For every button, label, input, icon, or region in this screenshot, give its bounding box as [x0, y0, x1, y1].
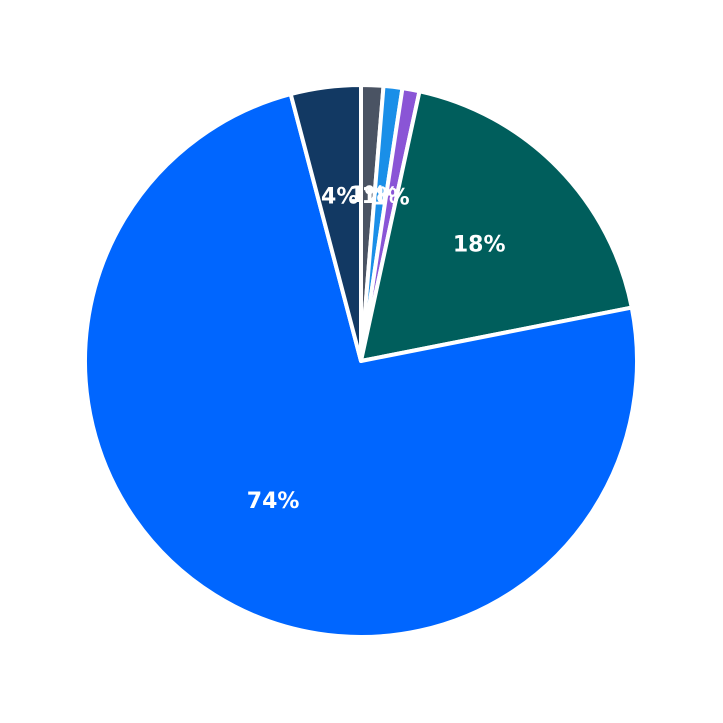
pie-slice-label-5: 74%: [247, 489, 300, 514]
pie-slices: [83, 83, 639, 639]
pie-labels: 1%1%1% 18% 74% 4%: [247, 183, 506, 514]
pie-slice-label-4: 18%: [453, 233, 506, 258]
pie-slice-4: [359, 89, 634, 363]
pie-slice-label-3: 1%: [372, 186, 409, 211]
pie-slice-6: [288, 83, 363, 363]
pie-slice-label-1: 1%: [349, 183, 386, 208]
pie-slice-label-6: 4%: [321, 184, 358, 209]
pie-slice-5: [83, 92, 639, 639]
pie-slice-label-2: 1%: [362, 184, 399, 209]
